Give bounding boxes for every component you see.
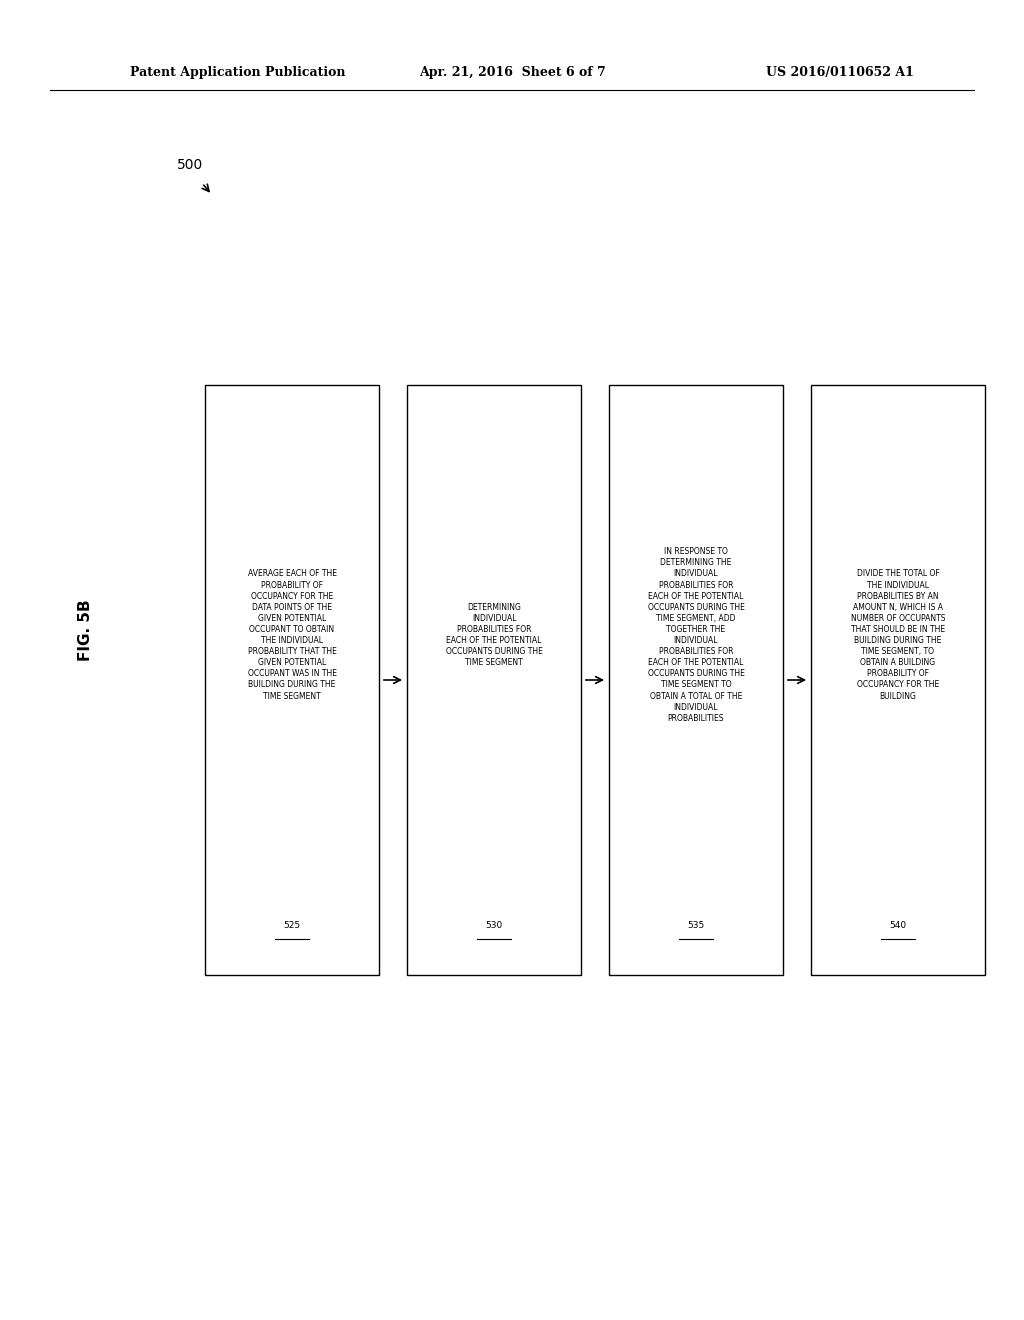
Text: Apr. 21, 2016  Sheet 6 of 7: Apr. 21, 2016 Sheet 6 of 7 <box>419 66 605 78</box>
Text: US 2016/0110652 A1: US 2016/0110652 A1 <box>766 66 914 78</box>
Text: 530: 530 <box>485 920 503 929</box>
Text: IN RESPONSE TO
DETERMINING THE
INDIVIDUAL
PROBABILITIES FOR
EACH OF THE POTENTIA: IN RESPONSE TO DETERMINING THE INDIVIDUA… <box>647 548 744 723</box>
Text: 540: 540 <box>890 920 906 929</box>
Text: DIVIDE THE TOTAL OF
THE INDIVIDUAL
PROBABILITIES BY AN
AMOUNT N, WHICH IS A
NUMB: DIVIDE THE TOTAL OF THE INDIVIDUAL PROBA… <box>851 569 945 701</box>
Text: FIG. 5B: FIG. 5B <box>78 599 92 661</box>
Text: 535: 535 <box>687 920 705 929</box>
Text: Patent Application Publication: Patent Application Publication <box>130 66 345 78</box>
Bar <box>811 385 985 975</box>
Text: DETERMINING
INDIVIDUAL
PROBABILITIES FOR
EACH OF THE POTENTIAL
OCCUPANTS DURING : DETERMINING INDIVIDUAL PROBABILITIES FOR… <box>445 603 543 667</box>
Bar <box>205 385 379 975</box>
Bar <box>407 385 581 975</box>
Text: 525: 525 <box>284 920 301 929</box>
Text: 500: 500 <box>177 158 203 172</box>
Text: AVERAGE EACH OF THE
PROBABILITY OF
OCCUPANCY FOR THE
DATA POINTS OF THE
GIVEN PO: AVERAGE EACH OF THE PROBABILITY OF OCCUP… <box>248 569 337 701</box>
Bar <box>609 385 783 975</box>
